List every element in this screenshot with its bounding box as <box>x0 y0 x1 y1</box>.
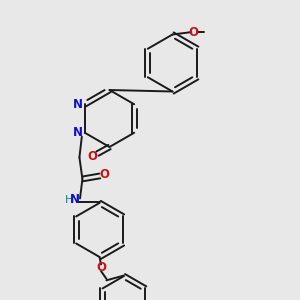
Text: O: O <box>96 261 106 274</box>
Text: H: H <box>64 195 73 205</box>
Text: N: N <box>73 98 83 111</box>
Text: N: N <box>70 194 80 206</box>
Text: O: O <box>188 26 198 39</box>
Text: O: O <box>99 168 109 181</box>
Text: O: O <box>87 149 98 163</box>
Text: N: N <box>73 126 83 139</box>
